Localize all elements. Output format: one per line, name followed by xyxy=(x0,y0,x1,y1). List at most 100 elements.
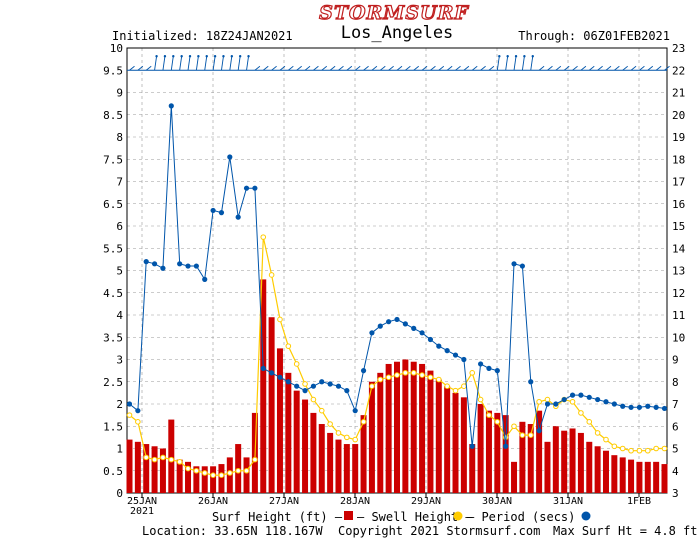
wind-arrow-head xyxy=(213,55,217,58)
wind-arrow xyxy=(363,65,369,71)
period-point xyxy=(411,325,417,331)
surf-bar xyxy=(159,448,166,493)
wind-arrow xyxy=(655,65,662,71)
surf-height-bars xyxy=(126,279,668,493)
wind-arrow xyxy=(162,56,166,71)
wind-arrow xyxy=(622,65,628,71)
swell-point xyxy=(644,447,651,454)
swell-point xyxy=(302,381,308,387)
wind-arrow xyxy=(396,65,403,71)
swell-point xyxy=(611,443,618,450)
period-point xyxy=(628,404,634,410)
surf-bar xyxy=(619,457,626,493)
x-year-label: 2021 xyxy=(130,506,154,517)
wind-arrow-head xyxy=(531,55,534,58)
surf-bar xyxy=(318,424,325,493)
left-tick-label: 4 xyxy=(116,309,123,322)
wind-arrow xyxy=(321,65,328,71)
period-point xyxy=(310,383,317,389)
left-tick-label: 6.5 xyxy=(103,198,123,211)
surf-bar xyxy=(477,404,484,493)
period-point xyxy=(227,154,233,160)
left-tick-label: 10 xyxy=(110,42,123,55)
right-tick-label: 13 xyxy=(672,265,685,278)
period-point xyxy=(419,330,425,336)
wind-arrow xyxy=(329,65,336,71)
wind-arrow-head xyxy=(180,55,183,58)
period-point xyxy=(260,365,266,371)
period-point xyxy=(394,316,400,323)
swell-point xyxy=(594,430,601,436)
swell-point xyxy=(578,410,584,416)
wind-arrow xyxy=(405,65,411,71)
period-point xyxy=(269,370,275,376)
wind-arrow-head xyxy=(498,55,501,58)
period-point xyxy=(402,321,408,327)
wind-arrow-head xyxy=(163,55,167,58)
period-point xyxy=(160,265,166,271)
wind-arrow xyxy=(505,56,509,71)
wind-arrow xyxy=(296,65,302,71)
wind-arrow xyxy=(480,65,486,71)
left-tick-label: 5 xyxy=(116,265,123,278)
x-tick-label: 28JAN xyxy=(340,496,370,507)
wind-arrow xyxy=(388,65,394,71)
wind-arrow xyxy=(204,56,208,71)
wind-arrow xyxy=(496,56,500,71)
period-point xyxy=(645,403,651,409)
wind-arrow xyxy=(547,65,553,71)
wind-arrow xyxy=(229,56,233,71)
wind-arrow xyxy=(154,56,158,71)
period-point xyxy=(143,259,149,265)
period-point xyxy=(477,361,484,367)
left-tick-label: 9.5 xyxy=(103,64,123,77)
wind-arrow xyxy=(271,65,277,71)
right-tick-label: 23 xyxy=(672,42,685,55)
wind-arrow xyxy=(471,65,478,71)
wind-arrow xyxy=(279,65,286,71)
legend-surf-marker xyxy=(344,511,353,520)
wind-arrow xyxy=(338,65,344,71)
period-point xyxy=(427,336,434,343)
wind-arrow-head xyxy=(230,55,234,58)
period-point xyxy=(611,401,617,407)
swell-point xyxy=(385,374,392,381)
swell-point xyxy=(402,370,409,376)
period-point xyxy=(218,210,225,216)
legend-surf-label: Surf Height (ft) – xyxy=(212,510,343,524)
surf-bar xyxy=(377,372,384,493)
surf-bar xyxy=(327,432,334,493)
swell-point xyxy=(327,421,333,427)
wind-arrow xyxy=(664,65,670,71)
swell-point xyxy=(636,447,643,454)
surf-bar xyxy=(494,412,501,493)
wind-arrow xyxy=(455,65,461,71)
right-tick-label: 16 xyxy=(672,198,685,211)
period-point xyxy=(177,261,183,267)
surf-bar xyxy=(469,444,476,493)
swell-point xyxy=(352,436,359,443)
wind-arrow xyxy=(371,65,378,71)
surf-bar xyxy=(427,370,434,493)
wind-arrow xyxy=(597,65,603,71)
right-tick-label: 10 xyxy=(672,331,685,344)
surf-bar xyxy=(310,412,317,493)
swell-point xyxy=(176,459,183,465)
wind-arrow-head xyxy=(523,55,526,58)
wind-arrow xyxy=(288,65,294,71)
left-tick-label: 4.5 xyxy=(103,287,123,300)
wind-arrow xyxy=(254,65,261,71)
period-point xyxy=(277,374,283,380)
station-title: Los_Angeles xyxy=(341,23,454,43)
swell-point xyxy=(227,470,233,476)
right-tick-label: 6 xyxy=(672,420,679,433)
surf-bar xyxy=(577,432,584,493)
right-tick-label: 20 xyxy=(672,109,685,122)
swell-point xyxy=(260,234,267,240)
wind-arrow xyxy=(262,65,269,71)
legend-swell-label: – Swell Height – xyxy=(357,510,473,524)
wind-arrow xyxy=(446,65,453,71)
swell-point xyxy=(410,370,417,376)
right-tick-label: 21 xyxy=(672,87,685,100)
wind-arrow xyxy=(630,65,637,71)
